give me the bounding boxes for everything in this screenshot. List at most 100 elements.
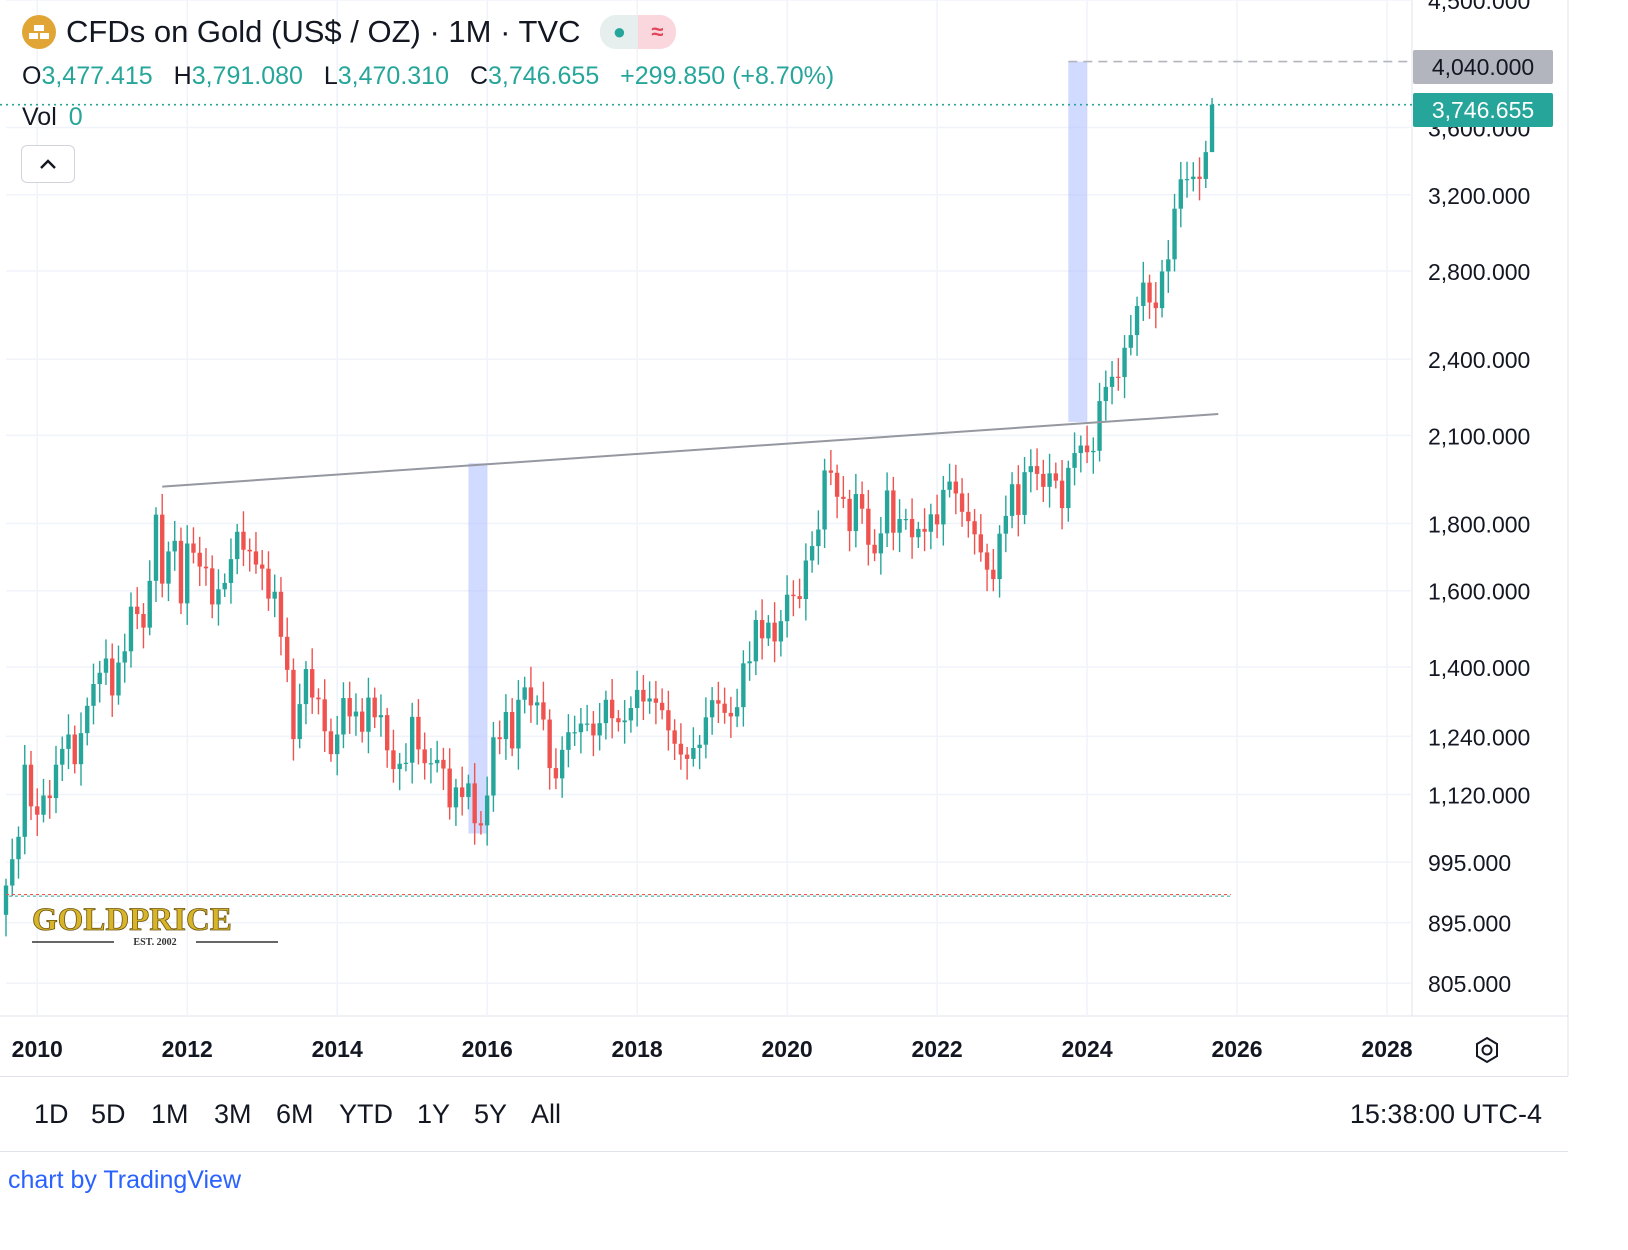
- x-tick-label: 2012: [162, 1036, 213, 1062]
- tf-1d[interactable]: 1D: [34, 1099, 69, 1129]
- candle-body: [272, 591, 277, 599]
- candles: [3, 97, 1215, 937]
- candle-body: [266, 568, 271, 599]
- tf-ytd[interactable]: YTD: [339, 1099, 393, 1129]
- candle-body: [666, 710, 671, 731]
- candle-body: [222, 582, 227, 590]
- candle-body: [991, 569, 996, 580]
- candle-body: [872, 544, 877, 554]
- candle-body: [1078, 445, 1083, 454]
- wave-icon[interactable]: ≈: [638, 15, 677, 49]
- x-tick-label: 2010: [12, 1036, 63, 1062]
- y-axis[interactable]: 805.000 895.000 995.000 1,120.000 1,240.000 1…: [1428, 0, 1530, 997]
- candle-body: [503, 711, 509, 740]
- tf-1m[interactable]: 1M: [151, 1099, 189, 1129]
- highlight-rect: [468, 463, 488, 834]
- candle-body: [747, 661, 752, 664]
- highlight-ranges: [468, 61, 1088, 834]
- tf-5y[interactable]: 5Y: [474, 1099, 508, 1129]
- candle-body: [584, 723, 590, 725]
- tf-all[interactable]: All: [531, 1099, 562, 1129]
- candle-body: [891, 490, 896, 533]
- candle-body: [60, 748, 65, 765]
- candle-body: [434, 759, 440, 764]
- candle-body: [447, 768, 452, 808]
- y-tick-label: 1,600.000: [1428, 579, 1530, 605]
- candle-body: [797, 596, 802, 599]
- tradingview-attribution-link[interactable]: chart by TradingView: [8, 1166, 241, 1194]
- candle-body: [1122, 347, 1127, 377]
- candle-body: [828, 470, 834, 473]
- candle-body: [928, 514, 934, 532]
- candle-body: [697, 744, 702, 748]
- candle-body: [709, 700, 715, 718]
- highlight-rect: [1068, 61, 1088, 422]
- x-tick-label: 2014: [312, 1036, 363, 1062]
- x-axis[interactable]: 2010 2012 2014 2016 2018 2020 2022 2024 2026 2028: [12, 1036, 1413, 1062]
- candle-body: [784, 594, 790, 622]
- candle-body: [759, 620, 765, 639]
- candle-body: [809, 546, 815, 561]
- candle-body: [10, 859, 15, 886]
- chevron-up-icon: [40, 159, 56, 169]
- candle-body: [972, 521, 977, 535]
- candle-body: [78, 733, 84, 765]
- tf-3m[interactable]: 3M: [214, 1099, 252, 1129]
- y-tick-label: 895.000: [1428, 911, 1511, 937]
- x-tick-label: 2026: [1211, 1036, 1262, 1062]
- tf-1y[interactable]: 1Y: [417, 1099, 451, 1129]
- timezone-clock[interactable]: 15:38:00 UTC-4: [1349, 1099, 1542, 1129]
- candle-body: [416, 716, 421, 750]
- candle-body: [472, 783, 477, 824]
- candle-body: [310, 669, 315, 698]
- candle-body: [603, 699, 609, 724]
- candle-body: [297, 704, 302, 740]
- candle-body: [553, 768, 559, 779]
- y-tick-label: 2,100.000: [1428, 423, 1530, 449]
- candle-body: [1197, 176, 1202, 179]
- candle-body: [1178, 179, 1183, 209]
- svg-text:GOLDPRICE: GOLDPRICE: [32, 902, 232, 938]
- candle-body: [384, 715, 390, 751]
- candle-body: [547, 719, 552, 769]
- candle-body: [578, 723, 584, 733]
- candle-body: [135, 606, 140, 615]
- candle-body: [922, 528, 927, 532]
- candle-body: [1159, 271, 1165, 309]
- last-price-tag: 3,746.655: [1413, 93, 1553, 127]
- candle-body: [953, 481, 959, 494]
- candle-body: [634, 689, 640, 709]
- candle-body: [1147, 282, 1152, 303]
- candle-body: [484, 795, 490, 826]
- settings-icon[interactable]: [1472, 1035, 1502, 1065]
- candle-body: [285, 636, 290, 670]
- ohlc-legend: O3,477.415 H3,791.080 L3,470.310 C3,746.…: [22, 62, 835, 90]
- candle-body: [116, 662, 121, 696]
- candle-body: [566, 732, 571, 750]
- collapse-legend-button[interactable]: [21, 145, 75, 183]
- svg-text:EST. 2002: EST. 2002: [133, 937, 176, 948]
- candle-body: [72, 734, 77, 765]
- candle-body: [947, 481, 952, 490]
- candle-body: [1191, 176, 1196, 180]
- y-tick-label: 3,200.000: [1428, 183, 1530, 209]
- candle-body: [216, 589, 221, 605]
- status-pill[interactable]: ● ≈: [600, 15, 677, 49]
- candle-body: [903, 519, 909, 521]
- x-tick-label: 2018: [612, 1036, 663, 1062]
- y-tick-label: 995.000: [1428, 850, 1511, 876]
- candle-body: [147, 580, 152, 628]
- candle-body: [791, 594, 796, 597]
- candle-body: [703, 717, 709, 745]
- candle-body: [884, 490, 890, 534]
- candle-body: [1128, 335, 1133, 348]
- tf-5d[interactable]: 5D: [91, 1099, 126, 1129]
- symbol-title[interactable]: CFDs on Gold (US$ / OZ) · 1M · TVC: [66, 14, 581, 49]
- x-tick-label: 2022: [911, 1036, 962, 1062]
- candle-body: [966, 511, 971, 522]
- tf-6m[interactable]: 6M: [276, 1099, 314, 1129]
- candle-body: [609, 699, 615, 719]
- candle-body: [1172, 208, 1177, 260]
- candle-body: [616, 718, 621, 723]
